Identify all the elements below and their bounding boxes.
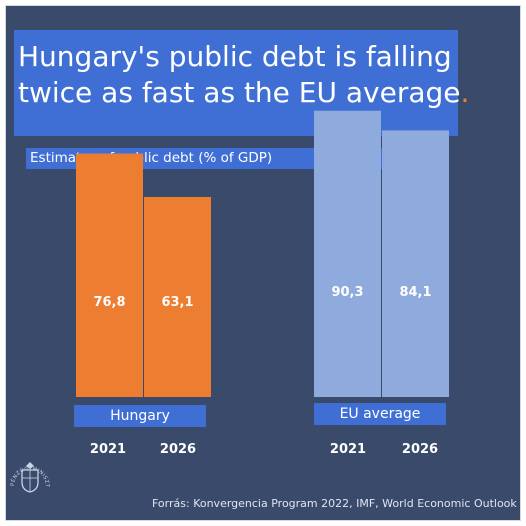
data-label-hungary-2021: 76,8 (93, 295, 125, 310)
data-label-hungary-2026: 63,1 (161, 295, 193, 310)
infographic-card: Hungary's public debt is falling twice a… (5, 5, 521, 521)
source-note: Forrás: Konvergencia Program 2022, IMF, … (152, 497, 517, 510)
data-label-eu-average-2026: 84,1 (399, 285, 431, 300)
tick-label-eu-2026: 2026 (401, 442, 439, 457)
bar-eu-average-2021 (314, 110, 381, 398)
title-dot: . (460, 76, 470, 109)
group-label-hungary: Hungary (74, 405, 206, 427)
tick-label-hungary-2021: 2021 (89, 442, 127, 457)
bar-chart: 76,8 63,1 90,3 84,1 (76, 110, 449, 398)
tick-label-hungary-2026: 2026 (159, 442, 197, 457)
page-title: Hungary's public debt is falling twice a… (18, 39, 478, 111)
bar-eu-average-2026 (382, 130, 449, 397)
data-label-eu-average-2021: 90,3 (331, 285, 363, 300)
bar-hungary-2021 (76, 153, 143, 397)
tick-label-eu-2021: 2021 (329, 442, 367, 457)
title-text: Hungary's public debt is falling twice a… (18, 40, 461, 109)
bar-hungary-2026 (144, 196, 211, 397)
group-label-eu-average: EU average (314, 403, 446, 425)
title-banner (14, 30, 458, 136)
ministry-seal-logo: PÉNZÜGYMINISZTÉRIUM (8, 448, 50, 493)
